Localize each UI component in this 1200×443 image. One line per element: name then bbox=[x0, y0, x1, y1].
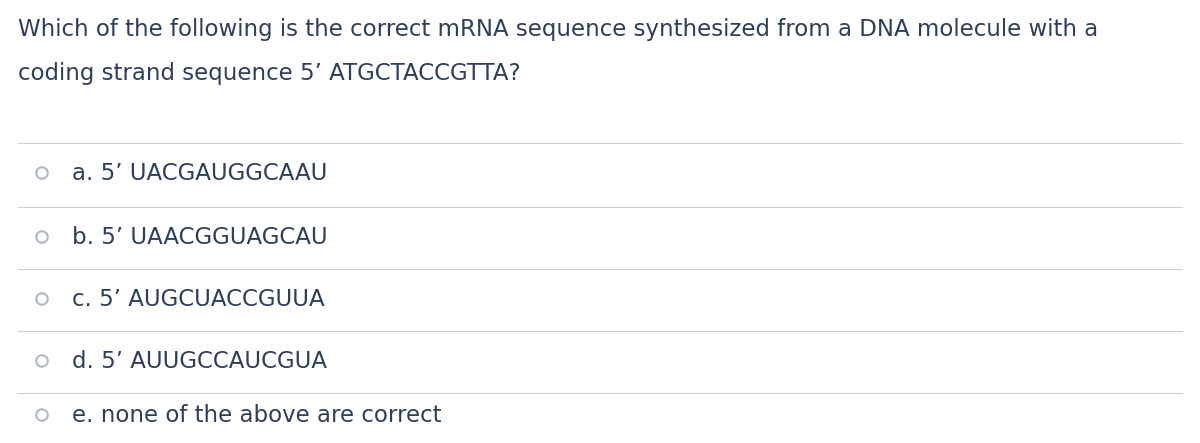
Text: d. 5’ AUUGCCAUCGUA: d. 5’ AUUGCCAUCGUA bbox=[72, 350, 326, 373]
Text: c. 5’ AUGCUACCGUUA: c. 5’ AUGCUACCGUUA bbox=[72, 288, 325, 311]
Text: a. 5’ UACGAUGGCAAU: a. 5’ UACGAUGGCAAU bbox=[72, 162, 328, 184]
Text: Which of the following is the correct mRNA sequence synthesized from a DNA molec: Which of the following is the correct mR… bbox=[18, 18, 1098, 41]
Text: coding strand sequence 5’ ATGCTACCGTTA?: coding strand sequence 5’ ATGCTACCGTTA? bbox=[18, 62, 521, 85]
Text: b. 5’ UAACGGUAGCAU: b. 5’ UAACGGUAGCAU bbox=[72, 225, 328, 249]
Text: e. none of the above are correct: e. none of the above are correct bbox=[72, 404, 442, 427]
